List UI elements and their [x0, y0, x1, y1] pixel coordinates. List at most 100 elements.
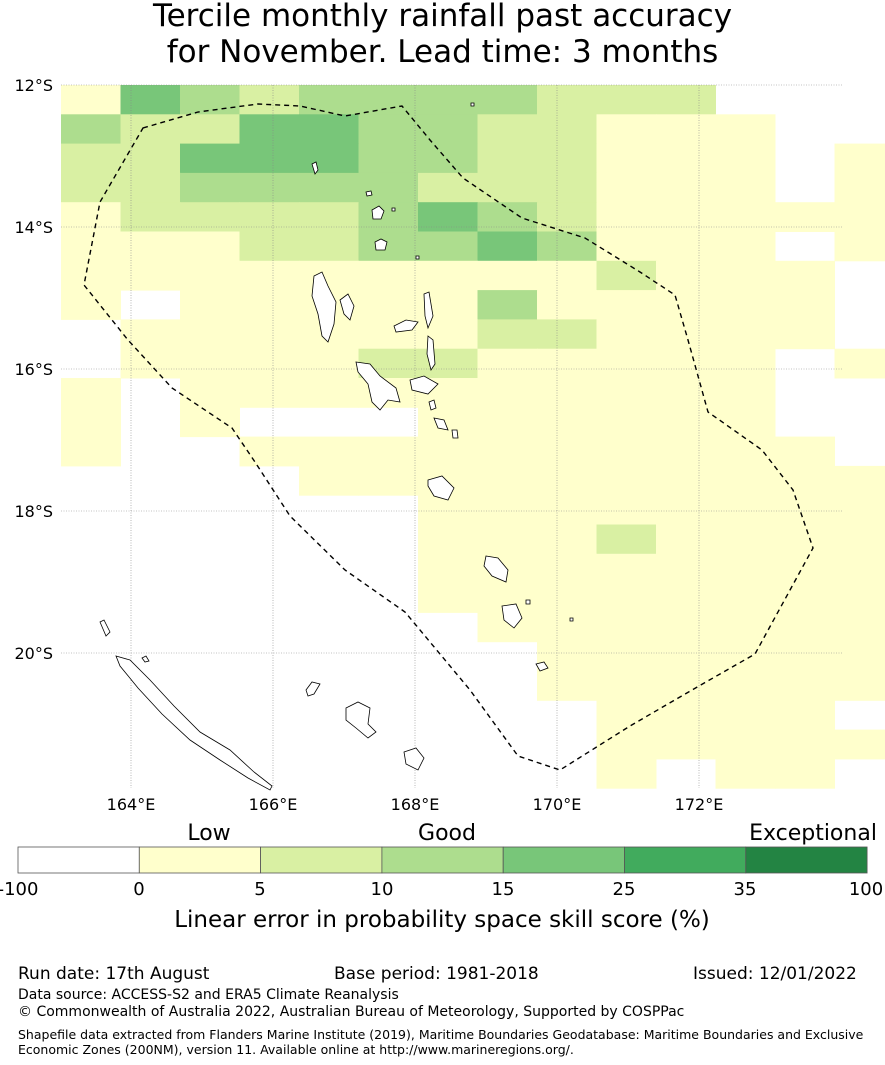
grid-cell [61, 378, 121, 408]
grid-cell [239, 231, 300, 262]
grid-cell [596, 524, 657, 555]
island-malekula [355, 361, 401, 411]
grid-cell [775, 319, 835, 350]
grid-cell [834, 348, 885, 379]
island-lifou [345, 701, 377, 739]
grid-cell [299, 260, 359, 291]
grid-cell [656, 114, 716, 145]
grid-cell [596, 290, 657, 320]
grid-cell [715, 114, 776, 145]
grid-cell [715, 290, 776, 320]
grid-cell [656, 172, 716, 203]
island-erromango [483, 555, 509, 583]
island-gaua [374, 238, 388, 251]
colorbar-swatch-5 [624, 846, 747, 874]
grid-cell [775, 495, 835, 525]
grid-cell [418, 114, 478, 145]
grid-cell [537, 85, 597, 115]
grid-cell [299, 465, 359, 496]
grid-cell [180, 202, 240, 232]
colorbar-swatches [17, 846, 868, 874]
grid-cell [775, 641, 835, 672]
lon-label-166e: 166°E [249, 795, 298, 814]
shapefile-credit-line-2: Economic Zones (200NM), version 11. Avai… [18, 1042, 574, 1057]
grid-cell [239, 378, 300, 408]
run-date: Run date: 17th August [18, 964, 210, 984]
grid-cell [715, 729, 776, 760]
grid-cell [299, 436, 359, 467]
grid-cell [596, 348, 657, 379]
skill-score-map: 12°S 14°S 16°S 18°S 20°S 164°E 166°E 168… [0, 76, 885, 933]
grid-cell [656, 436, 716, 467]
grid-cell [775, 436, 835, 467]
grid-cell [358, 143, 419, 174]
island-small-4 [470, 102, 475, 107]
grid-cell [596, 260, 657, 291]
colorbar-tick-7: 100 [849, 879, 883, 900]
grid-cell [537, 524, 597, 555]
grid-cell [180, 172, 240, 203]
island-espiritu-santo [311, 271, 337, 343]
island-paama [428, 399, 437, 411]
grid-cell [537, 260, 597, 291]
grid-cell [120, 85, 181, 115]
grid-cell [834, 641, 885, 672]
grid-cell [358, 260, 419, 291]
island-futuna [569, 617, 574, 622]
grid-cell [715, 436, 776, 467]
grid-cell [596, 465, 657, 496]
grid-cell [61, 114, 121, 145]
colorbar-tick-3: 10 [371, 879, 394, 900]
grid-cell [775, 700, 835, 731]
grid-cell [477, 465, 538, 496]
grid-cell [596, 553, 657, 584]
grid-cell [120, 260, 181, 291]
grid-cell [775, 729, 835, 760]
grid-cell [537, 553, 597, 584]
grid-cell [656, 231, 716, 262]
island-maewo [423, 291, 434, 330]
grid-cell [715, 319, 776, 350]
grid-cell [477, 495, 538, 525]
grid-cell [537, 143, 597, 174]
colorbar-ticks: -100 0 5 10 15 25 35 100 [0, 879, 883, 900]
grid-cell [299, 231, 359, 262]
data-source: Data source: ACCESS-S2 and ERA5 Climate … [18, 987, 399, 1003]
grid-cell [537, 436, 597, 467]
grid-cell [477, 85, 538, 115]
grid-cell [656, 700, 716, 731]
grid-cell [477, 202, 538, 232]
grid-cell [596, 202, 657, 232]
grid-cell [61, 407, 121, 438]
grid-cell [656, 465, 716, 496]
grid-cell [180, 348, 240, 379]
grid-cell [61, 436, 121, 467]
grid-cell [120, 202, 181, 232]
grid-cell [775, 758, 835, 789]
grid-cell [120, 319, 181, 350]
shapefile-credit-line-1: Shapefile data extracted from Flanders M… [18, 1027, 864, 1042]
island-ambae [393, 319, 419, 333]
grid-cell [418, 407, 478, 438]
grid-cell [834, 143, 885, 174]
colorbar-swatch-3 [381, 846, 504, 874]
grid-cell [61, 290, 121, 320]
colorbar-tick-0: -100 [0, 879, 38, 900]
grid-cell [596, 172, 657, 203]
grid-cell [775, 260, 835, 291]
grid-cell [418, 583, 478, 613]
grid-cell [299, 378, 359, 408]
grid-cell [775, 583, 835, 613]
grid-cell [239, 260, 300, 291]
grid-cell [180, 260, 240, 291]
grid-cell [180, 290, 240, 320]
grid-cell [656, 202, 716, 232]
grid-cell [656, 553, 716, 584]
grid-cell [418, 524, 478, 555]
copyright: © Commonwealth of Australia 2022, Austra… [18, 1004, 685, 1020]
grid-cell [477, 524, 538, 555]
grid-cell [61, 172, 121, 203]
grid-cell [775, 612, 835, 643]
grid-cell [596, 231, 657, 262]
grid-cell [596, 700, 657, 731]
